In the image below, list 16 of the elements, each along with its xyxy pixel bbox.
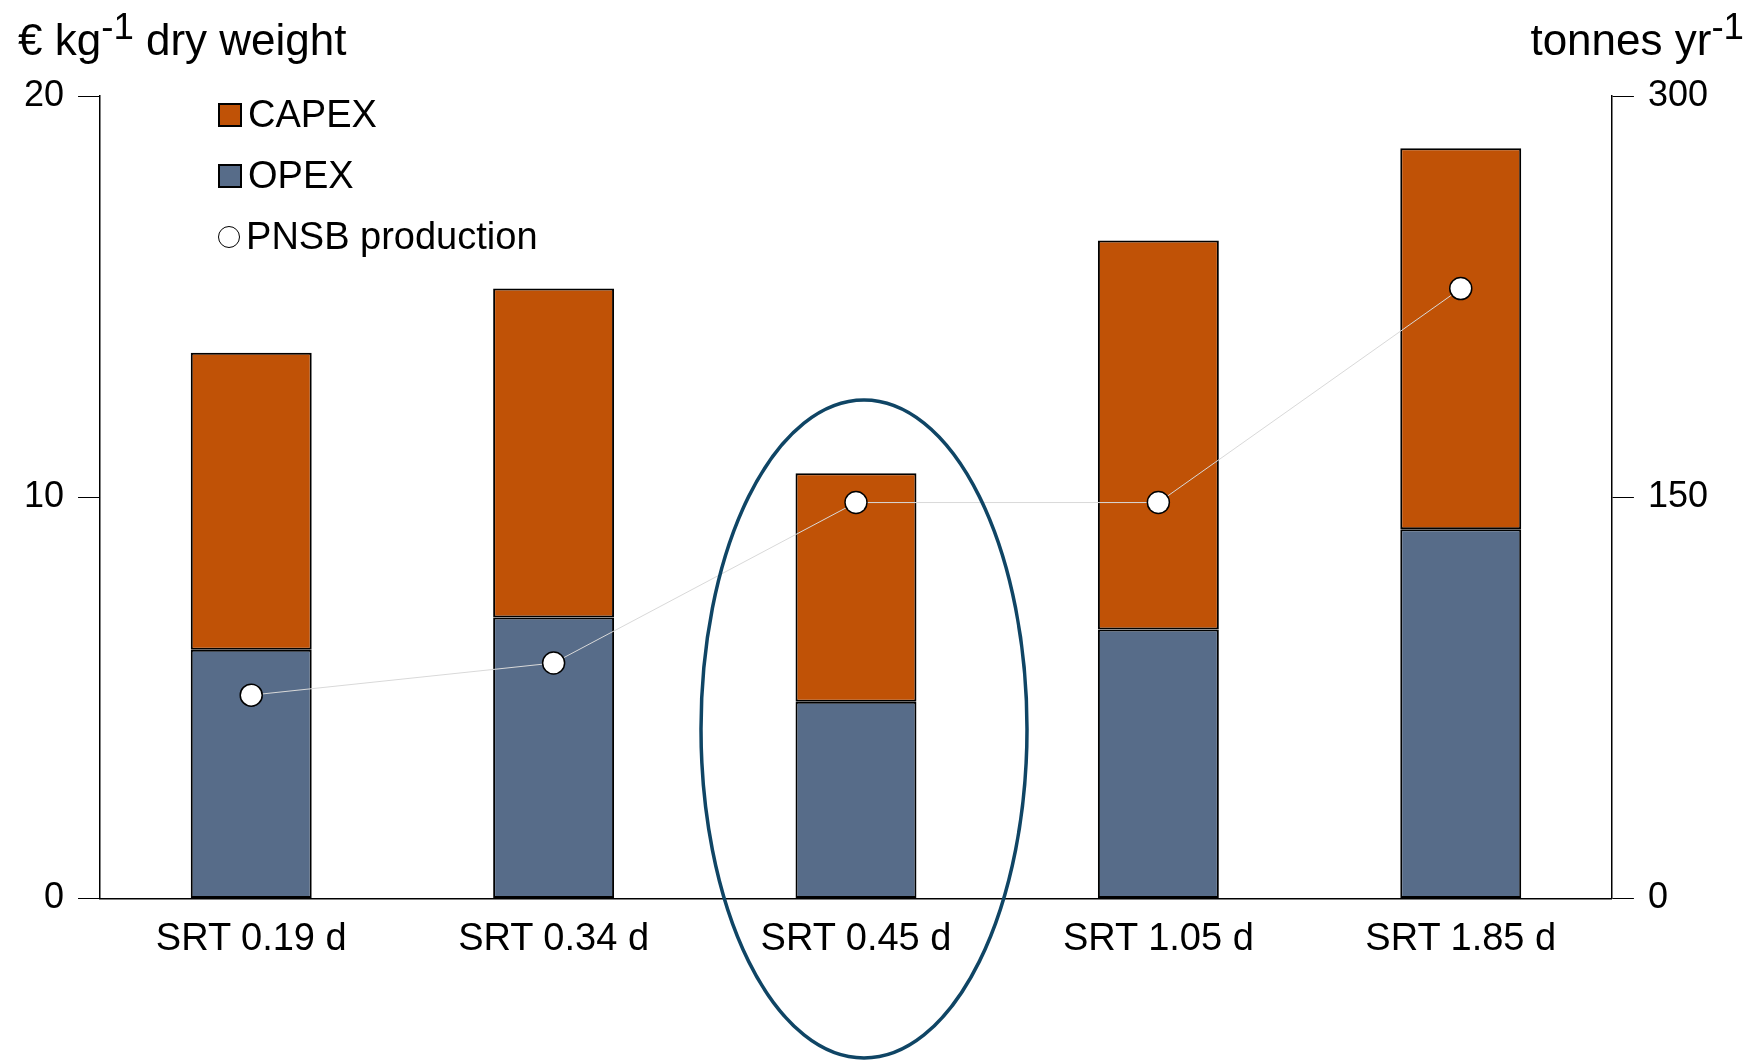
x-tick-label: SRT 0.45 d	[760, 915, 952, 958]
x-tick-label: SRT 0.34 d	[458, 915, 650, 958]
legend-label: CAPEX	[248, 93, 377, 136]
y-axis-title: € kg$^{-1}$ dry weight	[18, 6, 347, 65]
x-tick-label: SRT 1.85 d	[1365, 915, 1557, 958]
y-tick-label: 20	[24, 72, 65, 114]
legend-label: OPEX	[248, 154, 354, 197]
y2-tick-label: 0	[1647, 875, 1668, 917]
legend-label: PNSB production	[246, 215, 538, 258]
y-tick-label: 10	[24, 474, 65, 516]
y-tick-label: 0	[44, 875, 65, 917]
y2-axis-title: tonnes yr$^{-1}$	[1530, 6, 1744, 65]
y2-tick-label: 150	[1647, 474, 1709, 516]
y2-tick-label: 300	[1647, 72, 1709, 114]
x-tick-label: SRT 0.19 d	[155, 915, 347, 958]
x-tick-label: SRT 1.05 d	[1062, 915, 1254, 958]
